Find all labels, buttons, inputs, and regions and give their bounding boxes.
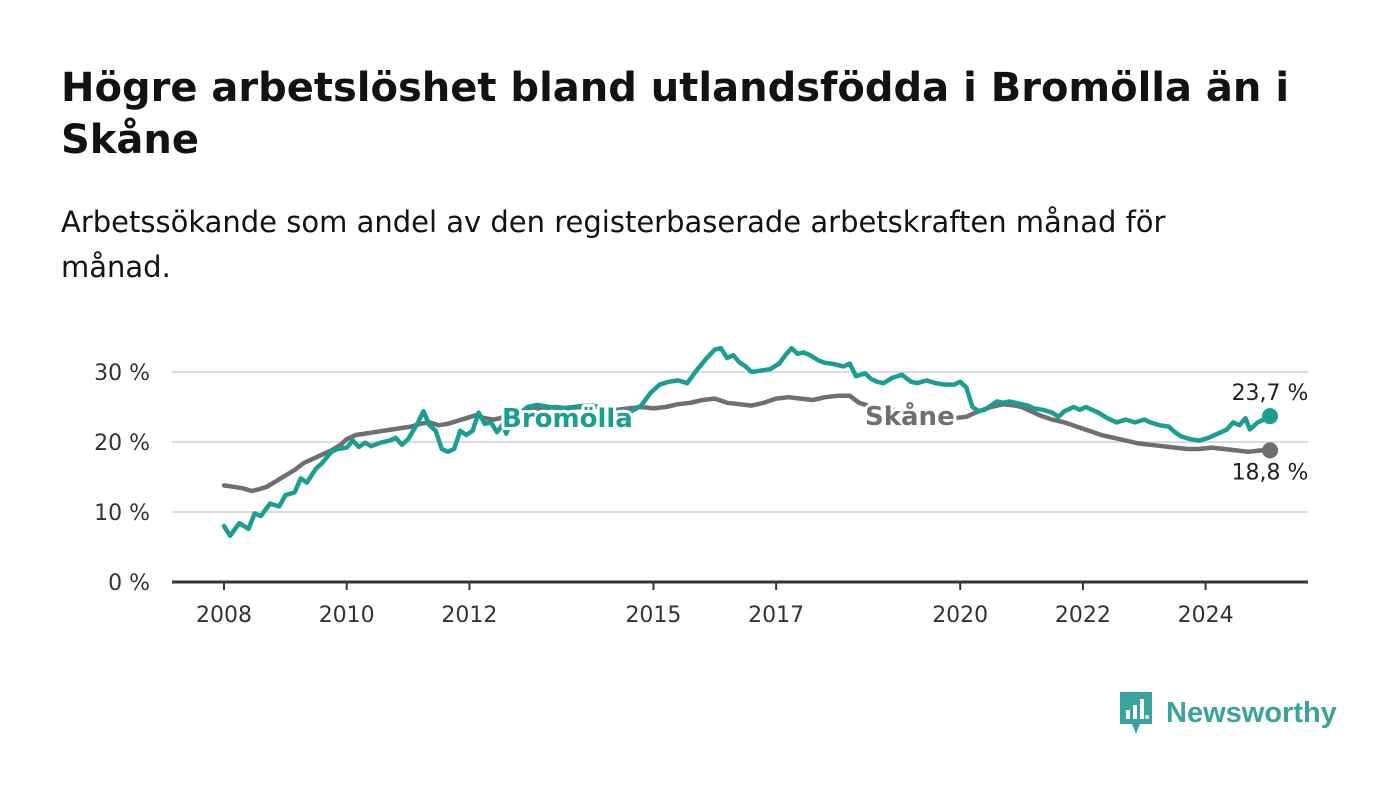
x-tick-label: 2010 [319, 603, 375, 628]
series-labels: 23,7 % 18,8 % Bromölla Skåne [499, 381, 1309, 485]
series-label-bromölla: Bromölla [502, 404, 633, 434]
series-label-skåne: Skåne [865, 400, 955, 432]
y-tick-label: 10 % [94, 501, 150, 526]
x-tick-label: 2015 [625, 603, 681, 628]
chart-subtitle: Arbetssökande som andel av den registerb… [61, 205, 1166, 284]
x-tick-label: 2012 [441, 603, 497, 628]
newsworthy-logo-icon [1120, 692, 1152, 734]
chart-title: Högre arbetslöshet bland utlandsfödda i … [61, 65, 1290, 163]
x-tick-label: 2020 [932, 603, 988, 628]
y-tick-label: 30 % [94, 361, 150, 386]
x-tick-label: 2024 [1178, 603, 1234, 628]
series-lines [221, 345, 1273, 539]
end-marker-bromölla [1262, 408, 1279, 425]
series-line-bromölla [221, 345, 1273, 539]
x-tick-label: 2008 [196, 603, 252, 628]
newsworthy-logo: Newsworthy [1118, 690, 1337, 736]
line-chart: 0 % 10 % 20 % 30 % 2008 2010 2012 2015 2017 2020 2… [94, 345, 1309, 628]
end-marker-skåne [1262, 442, 1279, 459]
axes: 0 % 10 % 20 % 30 % 2008 2010 2012 2015 2017 2020 2… [94, 361, 1308, 628]
series-line-skåne [221, 393, 1273, 494]
y-tick-label: 20 % [94, 431, 150, 456]
end-value-label-bromölla: 23,7 % [1232, 381, 1309, 406]
gridlines [172, 371, 1308, 513]
x-tick-label: 2022 [1055, 603, 1111, 628]
end-value-label-skåne: 18,8 % [1232, 460, 1309, 485]
x-tick-label: 2017 [748, 603, 804, 628]
logo-text: Newsworthy [1166, 696, 1337, 729]
y-tick-label: 0 % [108, 571, 150, 596]
